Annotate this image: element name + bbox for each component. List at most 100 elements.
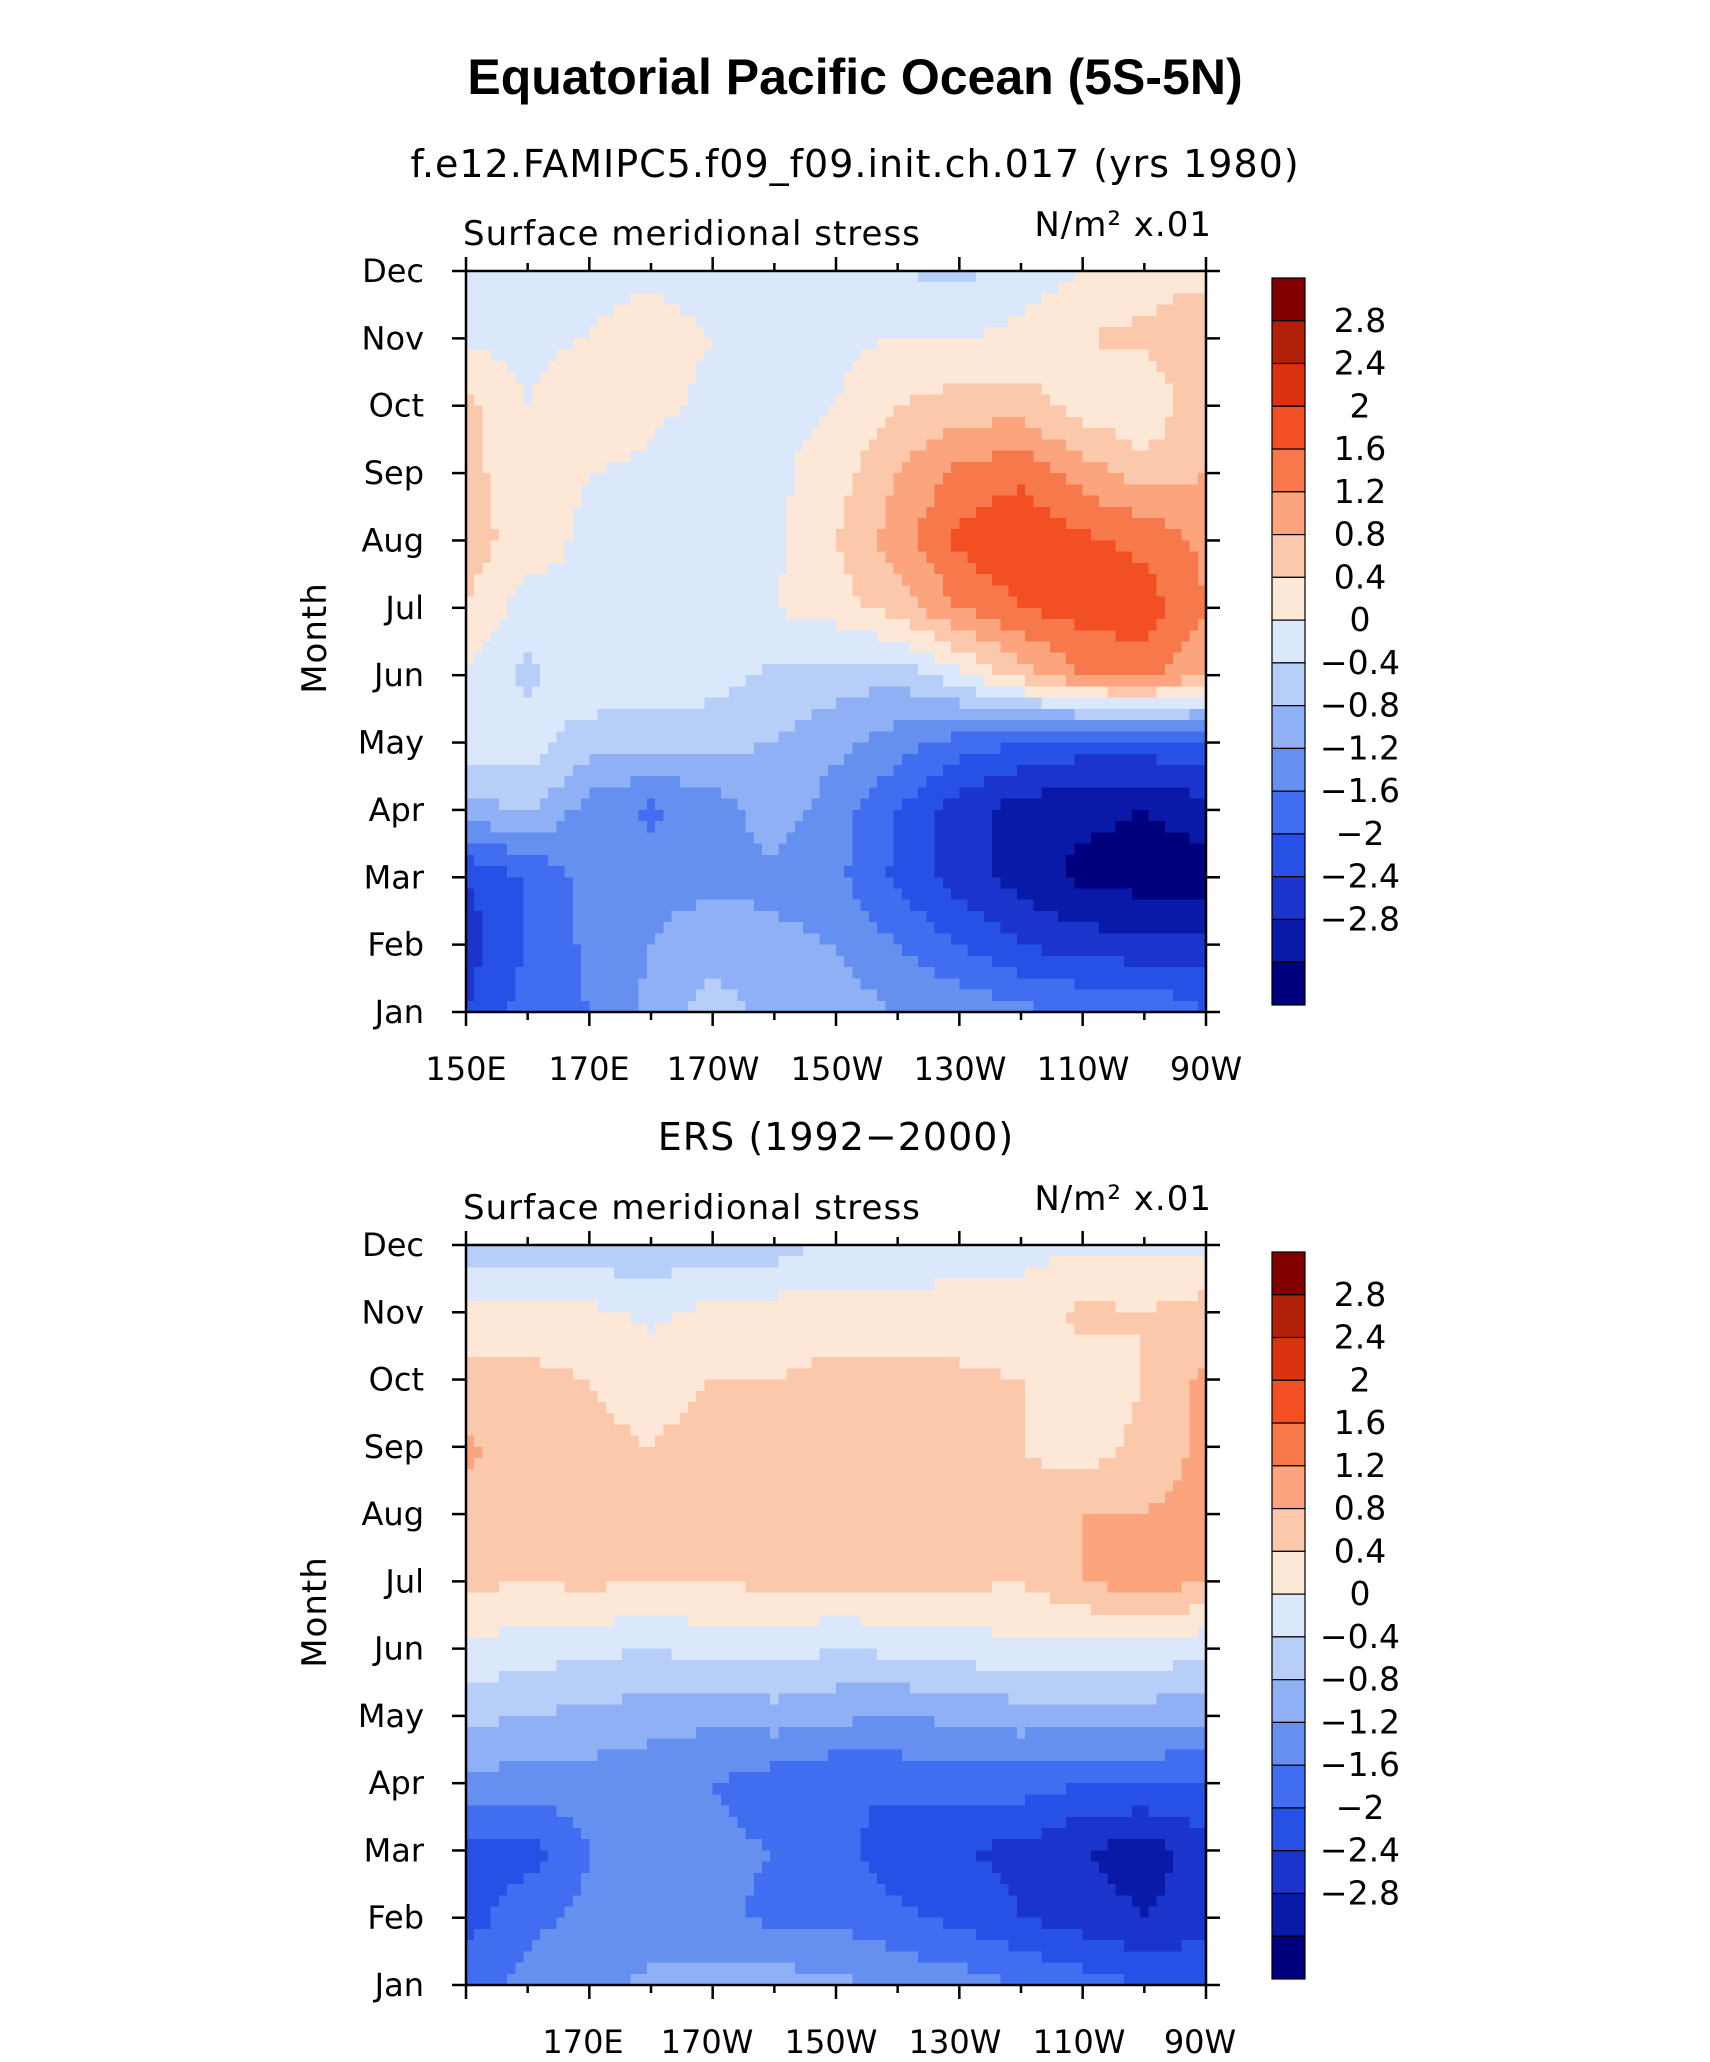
contour-cell [597,327,607,339]
contour-cell [753,439,763,452]
contour-cell [482,473,492,485]
contour-cell [688,821,697,833]
contour-cell [630,540,640,553]
contour-cell [1008,776,1018,789]
contour-cell [803,315,812,328]
contour-cell [638,327,648,339]
contour-cell [926,742,936,755]
contour-cell [794,506,804,519]
contour-cell [992,551,1002,564]
contour-cell [630,450,640,463]
contour-cell [671,394,681,407]
contour-cell [992,809,1002,822]
contour-cell [827,798,837,811]
contour-cell [819,439,829,452]
contour-cell [507,877,516,890]
contour-cell [984,630,993,643]
contour-cell [556,495,566,508]
contour-cell [1107,327,1117,339]
contour-cell [540,405,549,418]
contour-cell [737,372,747,384]
contour-cell [753,888,763,901]
contour-cell [762,315,771,328]
contour-cell [934,742,944,755]
contour-cell [967,574,977,586]
contour-cell [1164,506,1174,519]
contour-cell [630,697,640,710]
contour-cell [712,585,722,598]
contour-cell [655,506,664,519]
contour-cell [466,529,475,542]
contour-cell [819,809,829,822]
contour-cell [992,821,1002,833]
contour-cell [1148,282,1158,295]
contour-cell [910,663,919,676]
contour-cell [1049,742,1059,755]
contour-cell [540,697,549,710]
contour-cell [704,641,714,654]
contour-cell [1115,686,1125,699]
contour-cell [852,529,862,542]
contour-cell [959,776,969,789]
contour-cell [1025,282,1034,295]
contour-cell [1132,495,1141,508]
contour-cell [753,360,763,373]
contour-cell [720,854,730,867]
contour-cell [548,607,558,620]
contour-cell [877,518,886,530]
contour-cell [679,562,689,575]
contour-cell [498,607,508,620]
contour-cell [844,416,854,429]
contour-cell [671,495,681,508]
contour-cell [663,450,673,463]
contour-cell [901,854,911,867]
contour-cell [614,304,623,317]
contour-cell [1000,495,1010,508]
contour-cell [490,416,500,429]
contour-cell [515,372,525,384]
contour-cell [967,562,977,575]
contour-cell [1016,652,1026,665]
contour-cell [803,765,812,777]
contour-cell [753,562,763,575]
contour-cell [490,394,500,407]
contour-cell [885,473,895,485]
contour-cell [762,776,771,789]
contour-cell [1090,450,1100,463]
contour-cell [729,787,738,800]
contour-cell [1115,731,1125,744]
contour-cell [712,686,722,699]
contour-cell [860,282,870,295]
contour-cell [696,529,706,542]
contour-cell [737,765,747,777]
contour-cell [794,787,804,800]
contour-cell [540,765,549,777]
contour-cell [1008,271,1018,283]
contour-cell [474,821,484,833]
contour-cell [901,529,911,542]
contour-cell [507,551,516,564]
contour-cell [1041,765,1051,777]
contour-cell [531,484,541,497]
contour-cell [1049,866,1059,878]
contour-cell [704,529,714,542]
contour-cell [523,798,533,811]
contour-cell [1181,293,1191,306]
contour-cell [794,372,804,384]
contour-cell [868,349,878,362]
contour-cell [474,787,484,800]
contour-cell [910,394,919,407]
contour-cell [959,518,969,530]
contour-cell [597,697,607,710]
contour-cell [1016,854,1026,867]
contour-cell [1058,854,1067,867]
contour-cell [490,473,500,485]
contour-cell [605,338,615,351]
contour-cell [1041,327,1051,339]
contour-cell [1025,349,1034,362]
contour-cell [507,720,516,732]
contour-cell [753,708,763,721]
contour-cell [984,675,993,688]
contour-cell [1164,327,1174,339]
contour-cell [498,832,508,845]
